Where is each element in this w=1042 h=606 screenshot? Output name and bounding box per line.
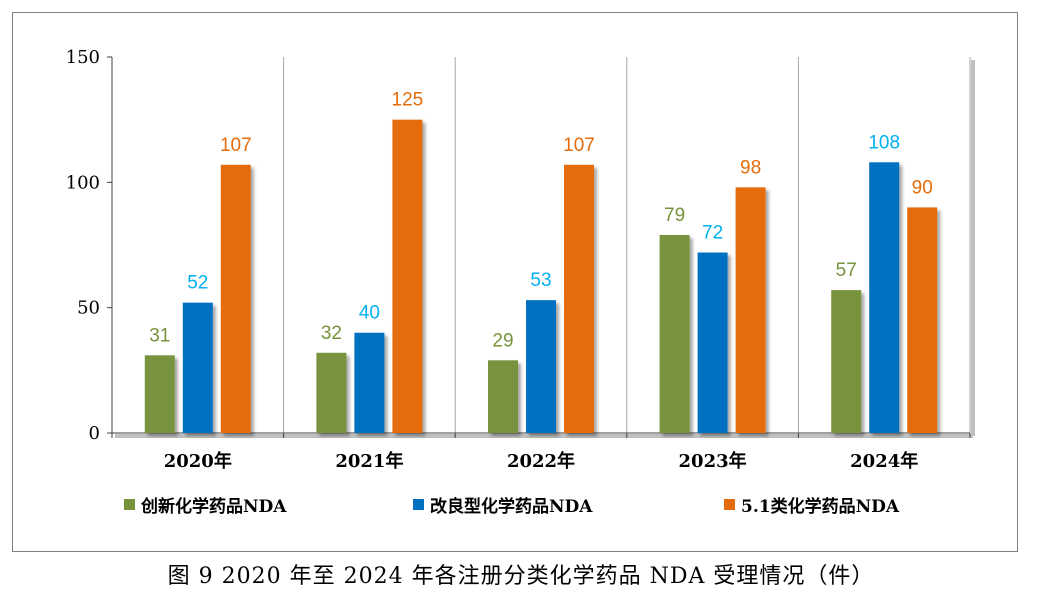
- legend-swatch: [413, 499, 424, 510]
- legend-swatch: [124, 499, 135, 510]
- data-label: 72: [702, 223, 723, 244]
- data-label: 107: [220, 135, 252, 156]
- bar: [144, 355, 175, 433]
- y-tick-label: 0: [89, 423, 100, 444]
- x-tick-label: 2022年: [507, 450, 575, 472]
- legend-item-improved: 改良型化学药品NDA: [413, 492, 592, 517]
- figure-caption: 图 9 2020 年至 2024 年各注册分类化学药品 NDA 受理情况（件）: [167, 564, 875, 589]
- data-label: 31: [149, 325, 170, 346]
- chart-frame: [12, 12, 1018, 552]
- y-tick-label: 150: [66, 47, 100, 68]
- bar: [526, 300, 556, 433]
- data-label: 57: [836, 260, 857, 281]
- bar: [488, 360, 518, 433]
- bar: [182, 302, 213, 433]
- bar-chart: 0 50 100 150 2020年 2021年 2022年 2023年 2024年 31 52 1…: [66, 47, 975, 472]
- legend: 创新化学药品NDA 改良型化学药品NDA 5.1类化学药品NDA: [0, 492, 1042, 522]
- data-label: 53: [530, 270, 551, 291]
- bar: [316, 352, 347, 433]
- data-label: 90: [912, 177, 933, 198]
- x-tick-label: 2021年: [335, 450, 403, 472]
- x-tick-label: 2020年: [164, 450, 232, 472]
- data-label: 107: [563, 135, 595, 156]
- data-label: 98: [740, 157, 761, 178]
- bar: [907, 207, 938, 433]
- data-label: 29: [492, 330, 513, 351]
- y-tick-label: 50: [77, 298, 100, 319]
- bar: [354, 332, 385, 433]
- data-label: 108: [868, 132, 900, 153]
- data-label: 32: [321, 323, 342, 344]
- data-label: 52: [187, 273, 208, 294]
- legend-label: 5.1类化学药品NDA: [741, 497, 900, 517]
- y-tick-label: 100: [66, 172, 100, 193]
- data-label: 125: [392, 90, 424, 111]
- legend-label: 改良型化学药品NDA: [430, 497, 593, 517]
- legend-item-class51: 5.1类化学药品NDA: [724, 492, 899, 517]
- legend-item-innovative: 创新化学药品NDA: [124, 492, 286, 517]
- bar: [869, 162, 900, 433]
- legend-swatch: [724, 499, 735, 510]
- bar: [659, 234, 690, 433]
- bar: [220, 164, 251, 433]
- x-tick-label: 2024年: [850, 450, 918, 472]
- legend-label: 创新化学药品NDA: [141, 497, 287, 517]
- bar: [697, 252, 728, 433]
- data-label: 40: [359, 303, 380, 324]
- data-label: 79: [664, 205, 685, 226]
- bar: [735, 187, 766, 433]
- bar: [831, 290, 862, 433]
- x-tick-label: 2023年: [679, 450, 747, 472]
- bar: [564, 164, 594, 433]
- bar: [392, 119, 423, 434]
